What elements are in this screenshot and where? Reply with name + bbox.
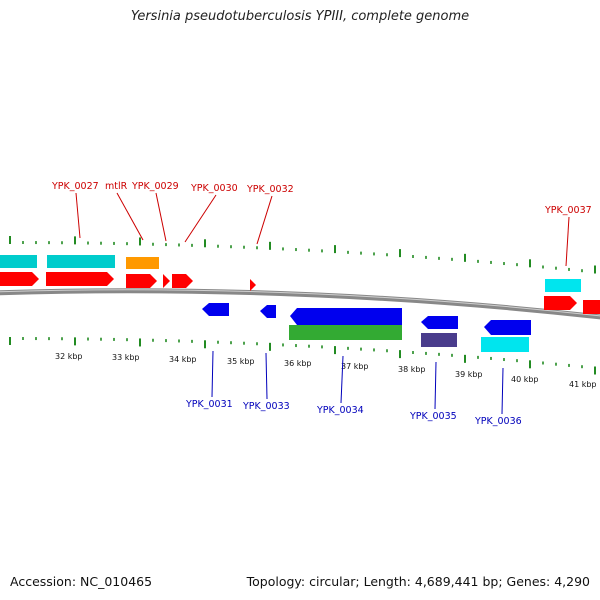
- label-leader-line: [340, 355, 344, 404]
- feature-red-7[interactable]: [544, 296, 577, 310]
- feature-purple[interactable]: [421, 333, 457, 347]
- scale-label: 39 kbp: [455, 370, 483, 379]
- label-leader-line: [211, 350, 214, 398]
- feature-orange[interactable]: [126, 257, 159, 269]
- label-leader-line: [256, 195, 273, 245]
- scale-label: 41 kbp: [569, 380, 597, 389]
- genome-title: Yersinia pseudotuberculosis YPIII, compl…: [130, 9, 470, 24]
- gene-label[interactable]: YPK_0036: [474, 416, 522, 427]
- feature-cyan-3[interactable]: [545, 279, 581, 292]
- feature-cyan-4[interactable]: [481, 337, 529, 352]
- forward-strand-features: [0, 255, 600, 314]
- gene-label[interactable]: mtlR: [105, 181, 128, 192]
- scale-label: 36 kbp: [284, 359, 312, 368]
- feature-cyan-1[interactable]: [0, 255, 37, 268]
- feature-red-8[interactable]: [583, 300, 600, 314]
- gene-label[interactable]: YPK_0032: [246, 184, 294, 195]
- scale-label: 35 kbp: [227, 357, 255, 366]
- gene-label[interactable]: YPK_0033: [242, 401, 290, 412]
- scale-label: 37 kbp: [341, 362, 369, 371]
- gene-label[interactable]: YPK_0035: [409, 411, 457, 422]
- label-leader-line: [265, 352, 268, 400]
- genome-summary-text: Topology: circular; Length: 4,689,441 bp…: [246, 574, 590, 589]
- feature-blue-3[interactable]: [290, 308, 402, 325]
- genome-backbone-highlight: [0, 289, 600, 317]
- gene-label[interactable]: YPK_0031: [185, 399, 233, 410]
- gene-label[interactable]: YPK_0030: [190, 183, 238, 194]
- feature-blue-4[interactable]: [421, 316, 458, 329]
- reverse-strand-features: [202, 303, 531, 352]
- feature-green[interactable]: [289, 325, 402, 340]
- feature-red-2[interactable]: [46, 272, 114, 286]
- forward-gene-labels: YPK_0027 mtlR YPK_0029 YPK_0030 YPK_0032 YPK_…: [51, 181, 592, 267]
- gene-label[interactable]: YPK_0029: [131, 181, 179, 192]
- gene-label[interactable]: YPK_0034: [316, 405, 364, 416]
- feature-red-4[interactable]: [163, 274, 170, 288]
- feature-cyan-2[interactable]: [47, 255, 115, 268]
- bottom-tick-ring: [9, 337, 596, 375]
- genome-backbone: [0, 288, 600, 320]
- feature-red-1[interactable]: [0, 272, 39, 286]
- feature-red-3[interactable]: [126, 274, 157, 288]
- top-tick-ring: [9, 236, 596, 274]
- scale-labels: 32 kbp 33 kbp 34 kbp 35 kbp 36 kbp 37 kbp 38 k…: [55, 352, 597, 389]
- label-leader-line: [155, 192, 167, 242]
- accession-text: Accession: NC_010465: [10, 574, 153, 589]
- scale-label: 40 kbp: [511, 375, 539, 384]
- feature-red-5[interactable]: [172, 274, 193, 288]
- label-leader-line: [184, 194, 217, 243]
- feature-blue-5[interactable]: [484, 320, 531, 335]
- gene-label[interactable]: YPK_0027: [51, 181, 99, 192]
- label-leader-line: [434, 361, 437, 410]
- label-leader-line: [501, 367, 504, 415]
- scale-label: 33 kbp: [112, 353, 140, 362]
- scale-label: 32 kbp: [55, 352, 83, 361]
- feature-red-6[interactable]: [250, 279, 256, 291]
- scale-label: 38 kbp: [398, 365, 426, 374]
- scale-label: 34 kbp: [169, 355, 197, 364]
- feature-blue-1[interactable]: [202, 303, 229, 316]
- label-leader-line: [75, 192, 81, 239]
- label-leader-line: [116, 192, 144, 241]
- label-leader-line: [565, 216, 570, 267]
- feature-blue-2[interactable]: [260, 305, 276, 318]
- gene-label[interactable]: YPK_0037: [544, 205, 592, 216]
- reverse-gene-labels: YPK_0031 YPK_0033 YPK_0034 YPK_0035 YPK_0036: [185, 350, 522, 427]
